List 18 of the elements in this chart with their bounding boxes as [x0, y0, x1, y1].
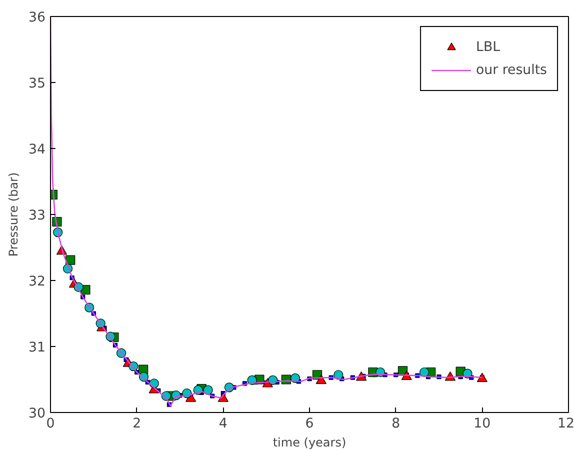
y-tick-label: 30 [28, 406, 46, 422]
y-tick-label: 35 [28, 76, 46, 92]
x-tick-label: 8 [392, 416, 400, 432]
legend-label: LBL [476, 40, 500, 54]
x-tick-label: 10 [474, 416, 491, 432]
y-axis-title: Pressure (bar) [6, 172, 21, 257]
x-tick-label: 0 [46, 416, 55, 432]
x-tick-label: 2 [132, 416, 142, 432]
x-axis-title: time (years) [272, 436, 346, 450]
y-tick-label: 31 [28, 340, 46, 356]
x-tick-label: 12 [558, 416, 574, 432]
y-tick-label: 33 [28, 208, 46, 224]
x-tick-label: 4 [218, 416, 228, 432]
x-tick-label: 6 [305, 416, 314, 432]
y-tick-label: 32 [28, 274, 46, 290]
legend-label: our results [476, 62, 547, 78]
y-tick-label: 34 [28, 142, 46, 158]
y-tick-label: 36 [28, 10, 46, 26]
